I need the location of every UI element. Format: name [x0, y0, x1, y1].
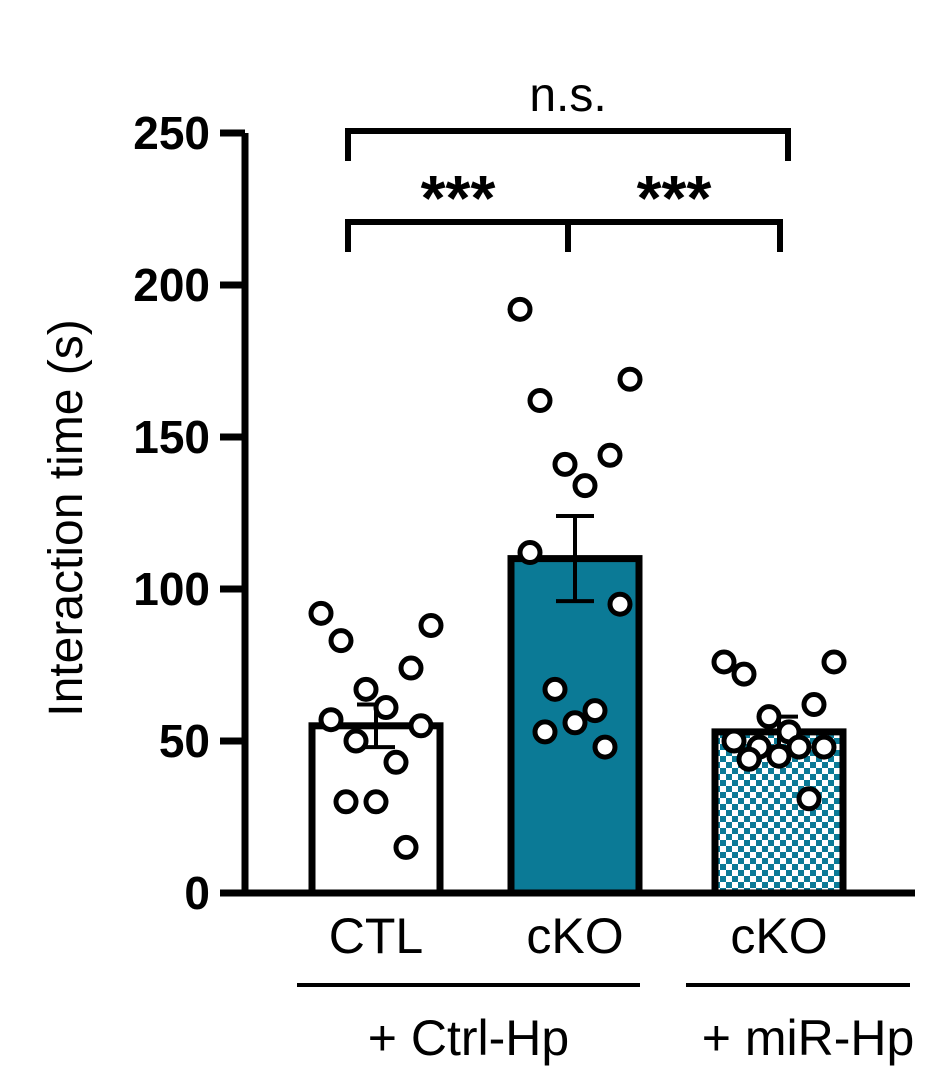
data-point	[418, 612, 444, 638]
data-point	[318, 707, 344, 733]
data-point	[343, 728, 369, 754]
y-tick-label: 250	[133, 107, 210, 159]
data-point	[597, 442, 623, 468]
data-point	[731, 661, 757, 687]
data-point	[811, 734, 837, 760]
y-tick-label: 100	[133, 563, 210, 615]
data-point	[821, 649, 847, 675]
y-axis-label: Interaction time (s)	[40, 319, 93, 716]
data-point	[532, 719, 558, 745]
data-point	[373, 695, 399, 721]
data-point	[408, 713, 434, 739]
data-point	[617, 366, 643, 392]
group-label: + miR-Hp	[702, 1010, 915, 1066]
data-point	[756, 704, 782, 730]
data-point	[786, 734, 812, 760]
error-bar-1	[556, 514, 594, 604]
data-point	[736, 746, 762, 772]
significance-label: n.s.	[529, 69, 606, 122]
data-point	[562, 710, 588, 736]
significance-bracket: n.s.	[345, 69, 791, 161]
data-point	[607, 591, 633, 617]
data-point	[582, 698, 608, 724]
data-point	[507, 296, 533, 322]
data-point	[592, 734, 618, 760]
data-point	[542, 676, 568, 702]
group-label: + Ctrl-Hp	[368, 1010, 569, 1066]
data-point	[353, 676, 379, 702]
data-point	[527, 388, 553, 414]
data-point	[572, 473, 598, 499]
y-tick-label: 0	[184, 867, 210, 919]
category-label: CTL	[329, 908, 423, 964]
data-point	[801, 692, 827, 718]
data-point	[398, 655, 424, 681]
significance-bracket: ***	[345, 162, 571, 252]
data-point	[796, 786, 822, 812]
y-tick-label: 200	[133, 259, 210, 311]
significance-label: ***	[637, 162, 712, 234]
data-point	[552, 451, 578, 477]
data-point	[393, 834, 419, 860]
data-point	[383, 749, 409, 775]
y-tick-label: 150	[133, 411, 210, 463]
bracket-line	[345, 128, 791, 161]
data-point	[517, 540, 543, 566]
data-point	[721, 728, 747, 754]
data-point	[308, 600, 334, 626]
y-tick-label: 50	[159, 715, 210, 767]
significance-bracket: ***	[565, 162, 783, 252]
significance-label: ***	[421, 162, 496, 234]
category-label: cKO	[526, 908, 623, 964]
data-point	[766, 743, 792, 769]
data-point	[363, 789, 389, 815]
data-point	[328, 628, 354, 654]
category-label: cKO	[730, 908, 827, 964]
data-point	[711, 649, 737, 675]
data-point	[333, 789, 359, 815]
